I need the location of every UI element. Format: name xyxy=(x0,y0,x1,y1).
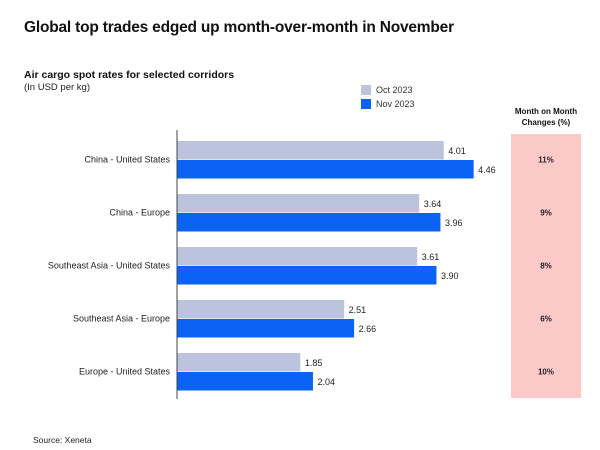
data-label: 4.46 xyxy=(478,165,496,175)
bar-nov-2023 xyxy=(177,266,437,285)
legend-swatch-oct xyxy=(361,85,371,95)
bar-oct-2023 xyxy=(177,247,418,266)
mom-change-value: 10% xyxy=(538,368,554,377)
mom-change-value: 8% xyxy=(540,262,552,271)
legend-item-nov: Nov 2023 xyxy=(361,97,415,111)
bar-oct-2023 xyxy=(177,300,345,319)
legend-label-nov: Nov 2023 xyxy=(376,99,415,109)
data-label: 3.64 xyxy=(424,199,442,209)
category-label: Southeast Asia - Europe xyxy=(73,314,170,324)
data-label: 3.61 xyxy=(422,252,440,262)
category-label: China - Europe xyxy=(109,208,170,218)
bar-nov-2023 xyxy=(177,372,313,391)
bar-oct-2023 xyxy=(177,194,420,213)
mom-change-value: 11% xyxy=(538,156,554,165)
chart-title: Global top trades edged up month-over-mo… xyxy=(24,19,454,36)
bar-oct-2023 xyxy=(177,141,444,160)
legend-label-oct: Oct 2023 xyxy=(376,85,413,95)
mom-header-line-1: Month on Month xyxy=(514,107,578,116)
data-label: 3.90 xyxy=(441,271,459,281)
bar-nov-2023 xyxy=(177,319,355,338)
bar-oct-2023 xyxy=(177,353,301,372)
chart-units: (In USD per kg) xyxy=(24,82,90,93)
data-label: 2.66 xyxy=(359,324,377,334)
data-label: 1.85 xyxy=(305,358,323,368)
bar-nov-2023 xyxy=(177,160,474,179)
bar-nov-2023 xyxy=(177,213,441,232)
legend: Oct 2023 Nov 2023 xyxy=(361,83,415,111)
data-label: 4.01 xyxy=(448,146,466,156)
chart-subtitle: Air cargo spot rates for selected corrid… xyxy=(24,69,235,81)
data-label: 3.96 xyxy=(445,218,463,228)
category-label: China - United States xyxy=(84,155,170,165)
mom-header: Month on Month Changes (%) xyxy=(505,106,587,128)
legend-swatch-nov xyxy=(361,99,371,109)
source-note: Source: Xeneta xyxy=(33,435,92,445)
category-label: Southeast Asia - United States xyxy=(48,261,171,271)
mom-change-value: 9% xyxy=(540,209,552,218)
legend-item-oct: Oct 2023 xyxy=(361,83,415,97)
data-label: 2.51 xyxy=(349,305,367,315)
data-label: 2.04 xyxy=(317,377,335,387)
mom-change-value: 6% xyxy=(540,315,552,324)
category-label: Europe - United States xyxy=(79,367,171,377)
mom-header-line-2: Changes (%) xyxy=(521,118,571,127)
mom-changes-panel xyxy=(511,134,581,398)
